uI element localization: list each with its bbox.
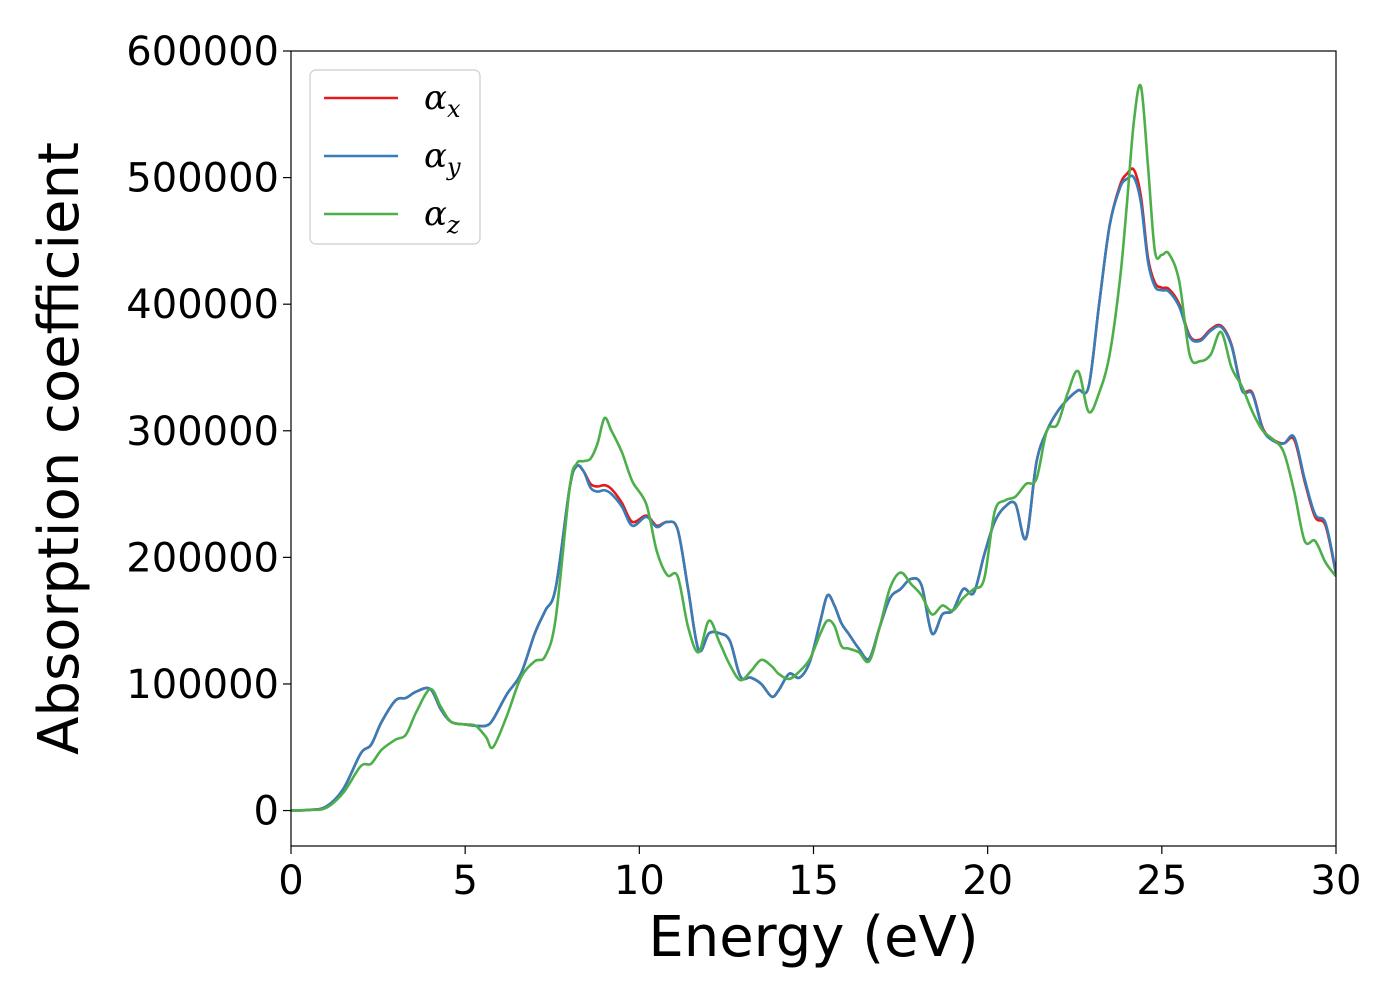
y-axis-ticks: 0 100000 200000 300000 400000 500000 600000 [126, 29, 291, 835]
y-tick-label: 300000 [126, 409, 279, 455]
x-axis-ticks: 0 5 10 15 20 25 30 [278, 846, 1361, 904]
x-tick-label: 10 [614, 858, 665, 904]
y-tick-label: 600000 [126, 29, 279, 75]
x-tick-label: 20 [962, 858, 1013, 904]
x-tick-label: 5 [452, 858, 477, 904]
y-tick-label: 0 [254, 789, 279, 835]
y-tick-label: 200000 [126, 535, 279, 581]
series-line-alpha-y [291, 174, 1336, 812]
y-axis-label: Absorption coefficient [27, 142, 92, 755]
series-line-alpha-z [291, 83, 1336, 812]
x-tick-label: 30 [1311, 858, 1362, 904]
series-layer [291, 83, 1336, 812]
x-tick-label: 0 [278, 858, 303, 904]
x-tick-label: 25 [1136, 858, 1187, 904]
y-tick-label: 400000 [126, 282, 279, 328]
y-tick-label: 500000 [126, 156, 279, 202]
y-tick-label: 100000 [126, 662, 279, 708]
x-tick-label: 15 [788, 858, 839, 904]
x-axis-label: Energy (eV) [648, 905, 978, 970]
